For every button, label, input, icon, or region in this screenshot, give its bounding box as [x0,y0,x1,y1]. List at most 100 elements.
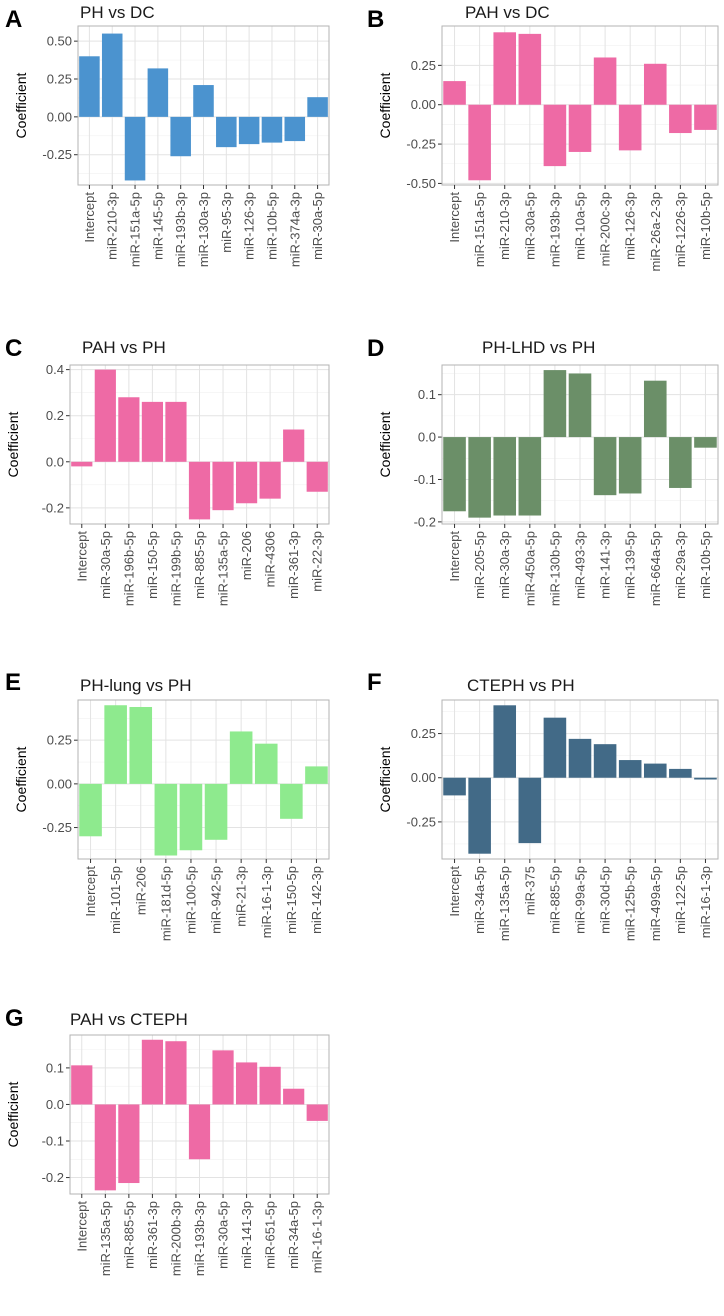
y-tick-label: -0.1 [42,1134,64,1149]
bar-mir-125b-5p [618,760,642,778]
bar-mir-493-3p [568,373,592,438]
x-tick-label: miR-10b-5p [698,531,713,599]
y-tick-label: 0.1 [418,387,436,402]
x-tick-label: miR-151a-5p [128,192,143,267]
bar-mir-200b-3p [165,1041,187,1105]
panel-letter: D [367,335,384,362]
bar-mir-142-3p [305,766,328,784]
bar-mir-16-1-3p [694,777,717,780]
chart-title: CTEPH vs PH [467,676,575,695]
x-tick-label: miR-34a-5p [286,1201,301,1269]
y-axis-title: Coefficient [13,746,29,812]
bar-mir-151a-5p [468,104,491,181]
x-tick-label: miR-30a-5p [98,531,113,599]
x-tick-label: miR-200b-3p [168,1201,183,1276]
bar-mir-193b-3p [188,1104,211,1160]
x-tick-label: miR-361-3p [286,531,301,599]
x-tick-label: miR-30a-3p [497,531,512,599]
y-tick-label: 0.00 [47,109,72,124]
y-tick-label: -0.2 [414,514,436,529]
bar-mir-139-5p [618,437,642,494]
x-tick-label: miR-130a-3p [196,192,211,267]
bar-mir-374a-3p [284,116,306,142]
bar-mir-1226-3p [669,104,692,134]
x-tick-label: miR-141-3p [239,1201,254,1269]
x-tick-label: miR-499a-5p [648,866,663,941]
x-tick-label: miR-885-5p [192,531,207,599]
bar-mir-210-3p [101,33,123,117]
y-tick-label: 0.0 [418,430,436,445]
bar-mir-21-3p [229,731,253,784]
x-tick-label: miR-150-5p [145,531,160,599]
y-tick-label: -0.1 [414,472,436,487]
x-tick-label: miR-493-3p [573,531,588,599]
panel-b: B PAH vs DC -0.50 -0.25 0.00 0.25 Intercept miR… [367,3,719,271]
bar-mir-135a-5p [94,1104,116,1191]
panel-letter: C [5,335,22,362]
x-tick-label: miR-139-5p [623,531,638,599]
x-tick-label: miR-130b-5p [547,531,562,606]
x-tick-label: miR-150-5p [284,866,299,934]
bar-intercept [443,81,466,105]
bar-mir-95-3p [216,116,237,148]
panel-a: A PH vs DC -0.25 0.00 0.25 0.50 Intercept miR-2… [5,3,330,267]
x-tick-label: miR-206 [239,531,254,580]
bar-mir-651-5p [259,1066,281,1105]
bar-mir-34a-5p [468,777,491,854]
x-tick-label: miR-193b-3p [192,1201,207,1276]
x-tick-label: miR-135a-5p [98,1201,113,1276]
panel-g: G PAH vs CTEPH -0.2 -0.1 0.0 0.1 Intercept miR-… [5,1005,330,1276]
bar-mir-885-5p [543,717,567,778]
x-tick-label: miR-200c-3p [598,192,613,266]
chart-title: PH-lung vs PH [80,676,191,695]
panel-letter: A [5,6,22,33]
x-tick-label: miR-135a-5p [216,531,231,606]
x-tick-label: miR-651-5p [263,1201,278,1269]
bar-intercept [71,461,93,467]
x-tick-label: miR-205-5p [472,531,487,599]
y-tick-label: -0.2 [42,1170,64,1185]
x-tick-label: miR-126-3p [623,192,638,260]
panel-f: F CTEPH vs PH -0.25 0.00 0.25 Intercept miR-34… [367,669,719,941]
x-tick-label: Intercept [83,866,98,917]
bar-mir-126-3p [238,116,260,145]
y-tick-label: 0.00 [47,776,72,791]
y-tick-label: 0.25 [47,72,72,87]
bar-mir-34a-5p [283,1088,305,1105]
x-tick-label: miR-151a-5p [472,192,487,267]
x-tick-label: miR-193b-3p [173,192,188,267]
bar-mir-135a-5p [212,461,234,511]
y-tick-label: -0.25 [406,814,436,829]
bar-mir-206 [129,706,153,784]
x-tick-label: miR-16-1-3p [259,866,274,938]
bar-mir-450a-5p [518,437,542,516]
bar-mir-375 [518,777,542,844]
chart-title: PAH vs DC [465,3,550,22]
bar-mir-130a-3p [193,85,214,117]
bar-mir-22-3p [306,461,328,492]
bar-mir-196b-5p [118,397,140,462]
panel-e: E PH-lung vs PH -0.25 0.00 0.25 Intercept miR-… [5,669,330,941]
bar-mir-145-5p [147,68,169,117]
y-tick-label: -0.50 [406,176,436,191]
x-tick-label: miR-1226-3p [673,192,688,267]
bar-mir-30a-5p [518,33,542,105]
x-tick-label: Intercept [447,192,462,243]
bar-mir-885-5p [118,1104,140,1184]
x-tick-label: miR-375 [522,866,537,915]
bar-mir-30a-3p [493,437,517,516]
x-tick-label: miR-141-3p [598,531,613,599]
panel-letter: G [5,1005,24,1032]
y-axis-title: Coefficient [377,72,393,138]
bar-intercept [79,56,100,117]
bar-mir-10b-5p [261,116,283,143]
y-tick-label: 0.4 [46,362,64,377]
bar-mir-100-5p [179,783,203,851]
bar-mir-942-5p [204,783,228,840]
x-tick-label: miR-26a-2-3p [648,192,663,271]
y-tick-label: 0.00 [411,97,436,112]
y-axis-title: Coefficient [377,411,393,477]
x-tick-label: miR-34a-5p [472,866,487,934]
chart-title: PAH vs CTEPH [70,1010,188,1029]
